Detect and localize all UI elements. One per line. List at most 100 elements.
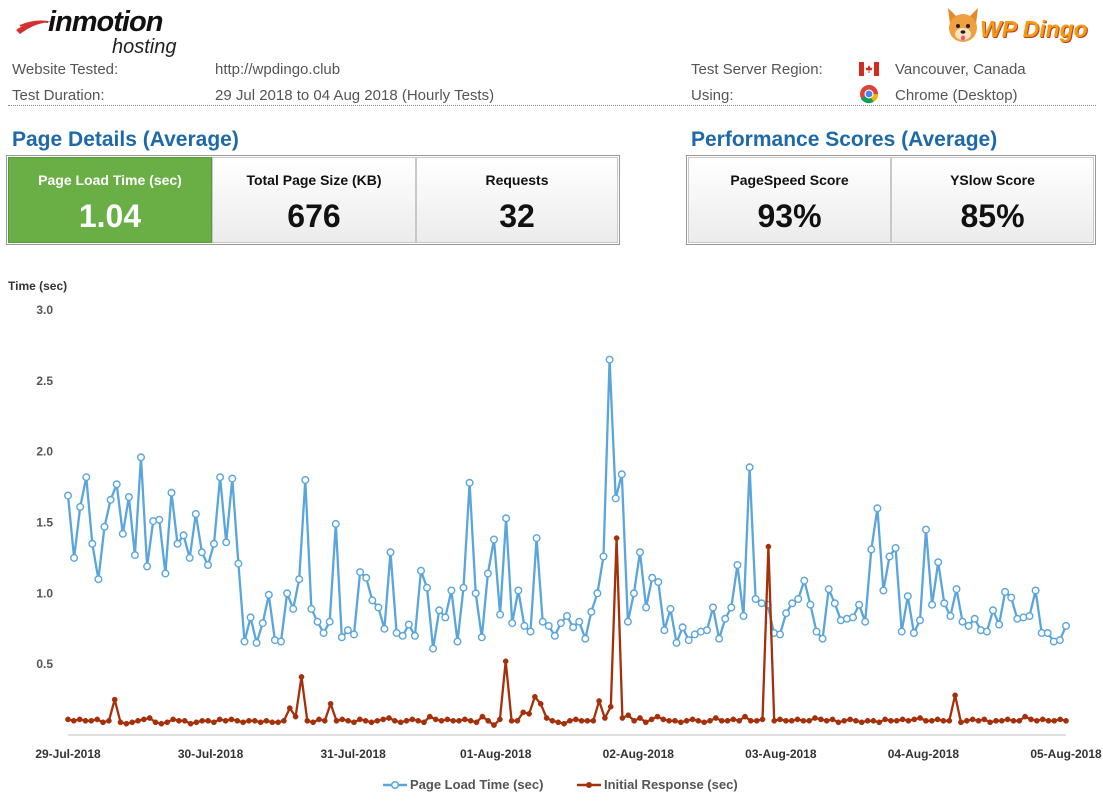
initial-response-point bbox=[88, 717, 95, 724]
initial-response-point bbox=[228, 716, 235, 723]
initial-response-point bbox=[841, 717, 848, 724]
website-tested-label: Website Tested: bbox=[12, 61, 119, 78]
page-load-time-point bbox=[544, 621, 553, 630]
initial-response-point bbox=[141, 716, 147, 723]
page-load-time-point bbox=[867, 545, 876, 554]
initial-response-point bbox=[199, 717, 206, 724]
yslow-label: YSlow Score bbox=[950, 172, 1035, 188]
initial-response-point bbox=[193, 719, 200, 726]
initial-response-point bbox=[117, 719, 124, 726]
initial-response-point bbox=[310, 719, 316, 726]
page-load-time-point bbox=[295, 575, 304, 584]
page-load-time-point bbox=[496, 610, 505, 619]
page-load-time-point bbox=[1043, 629, 1052, 638]
page-load-time-point bbox=[629, 589, 638, 598]
page-load-time-point bbox=[818, 634, 827, 643]
legend-item-initial-response: Initial Response (sec) bbox=[577, 777, 738, 792]
page-load-time-point bbox=[642, 603, 651, 612]
page-load-time-point bbox=[532, 534, 541, 543]
initial-response-point bbox=[567, 717, 573, 724]
page-load-time-point bbox=[453, 637, 462, 646]
page-load-time-point bbox=[794, 595, 803, 604]
initial-response-point bbox=[993, 717, 999, 724]
region-value: Vancouver, Canada bbox=[895, 61, 1026, 78]
initial-response-point bbox=[666, 717, 672, 724]
page-load-time-point bbox=[538, 617, 547, 626]
page-load-time-point bbox=[995, 620, 1004, 629]
page-load-time-point bbox=[240, 637, 249, 646]
page-load-time-card: Page Load Time (sec) 1.04 bbox=[8, 157, 212, 243]
page-load-time-point bbox=[185, 553, 194, 562]
initial-response-point bbox=[181, 717, 188, 724]
page-load-time-point bbox=[404, 620, 413, 629]
initial-response-point bbox=[607, 703, 614, 710]
legend-label-page-load: Page Load Time (sec) bbox=[410, 777, 543, 792]
page-load-time-value: 1.04 bbox=[78, 198, 142, 234]
initial-response-point bbox=[561, 720, 567, 727]
initial-response-point bbox=[958, 719, 964, 726]
page-load-time-label: Page Load Time (sec) bbox=[38, 172, 182, 188]
initial-response-point bbox=[170, 716, 176, 723]
page-load-time-point bbox=[386, 548, 395, 557]
initial-response-point bbox=[642, 719, 649, 726]
y-tick-label: 2.0 bbox=[36, 445, 53, 459]
initial-response-point bbox=[345, 717, 351, 724]
page-load-time-point bbox=[660, 626, 669, 635]
initial-response-point bbox=[578, 717, 585, 724]
page-load-time-point bbox=[222, 538, 231, 547]
page-load-time-point bbox=[228, 474, 237, 483]
page-load-time-point bbox=[751, 595, 760, 604]
yslow-value: 85% bbox=[960, 198, 1025, 234]
initial-response-point bbox=[631, 717, 637, 724]
chrome-icon bbox=[860, 85, 878, 104]
initial-response-point bbox=[281, 717, 287, 724]
page-load-time-point bbox=[672, 638, 681, 647]
page-load-time-point bbox=[520, 621, 529, 630]
initial-response-point bbox=[444, 716, 451, 723]
initial-response-point bbox=[759, 716, 766, 723]
page-load-time-point bbox=[745, 463, 754, 472]
page-load-time-point bbox=[946, 612, 955, 621]
page-load-time-point bbox=[191, 509, 200, 518]
initial-response-point bbox=[847, 716, 853, 723]
page-load-time-point bbox=[356, 568, 365, 577]
page-load-time-point bbox=[398, 631, 407, 640]
initial-response-point bbox=[1063, 717, 1069, 724]
yslow-card: YSlow Score 85% bbox=[891, 157, 1094, 243]
initial-response-point bbox=[812, 715, 818, 721]
wp-dingo-logo: WP Dingo bbox=[944, 4, 1094, 52]
initial-response-point bbox=[111, 696, 118, 703]
initial-response-point bbox=[660, 716, 667, 723]
page-load-time-point bbox=[343, 626, 352, 635]
initial-response-point bbox=[298, 674, 305, 680]
page-load-time-point bbox=[727, 603, 736, 612]
initial-response-point bbox=[940, 717, 947, 724]
initial-response-point bbox=[222, 717, 229, 724]
initial-response-point bbox=[543, 715, 550, 721]
initial-response-point bbox=[269, 719, 276, 726]
legend: Page Load Time (sec) Initial Response (s… bbox=[383, 777, 738, 792]
y-tick-label: 3.0 bbox=[36, 303, 53, 317]
initial-response-point bbox=[934, 716, 941, 723]
page-load-time-point bbox=[800, 576, 809, 585]
initial-response-point bbox=[362, 717, 369, 724]
initial-response-point bbox=[467, 717, 474, 724]
using-label: Using: bbox=[691, 87, 734, 104]
page-load-time-point bbox=[526, 627, 535, 636]
page-load-time-point bbox=[873, 504, 882, 513]
initial-response-point bbox=[800, 717, 807, 724]
initial-response-point bbox=[386, 715, 392, 721]
initial-response-point bbox=[584, 717, 591, 724]
initial-response-point bbox=[747, 717, 754, 724]
page-load-time-point bbox=[417, 566, 426, 575]
test-duration-value: 29 Jul 2018 to 04 Aug 2018 (Hourly Tests… bbox=[215, 87, 495, 104]
initial-response-point bbox=[380, 716, 387, 723]
initial-response-point bbox=[718, 717, 725, 724]
initial-response-point bbox=[304, 717, 311, 724]
initial-response-point bbox=[987, 719, 993, 726]
page-load-time-point bbox=[940, 599, 949, 608]
y-tick-label: 1.0 bbox=[36, 586, 53, 600]
initial-response-point bbox=[368, 719, 375, 726]
page-load-time-point bbox=[1031, 586, 1040, 595]
initial-response-point bbox=[963, 717, 970, 724]
